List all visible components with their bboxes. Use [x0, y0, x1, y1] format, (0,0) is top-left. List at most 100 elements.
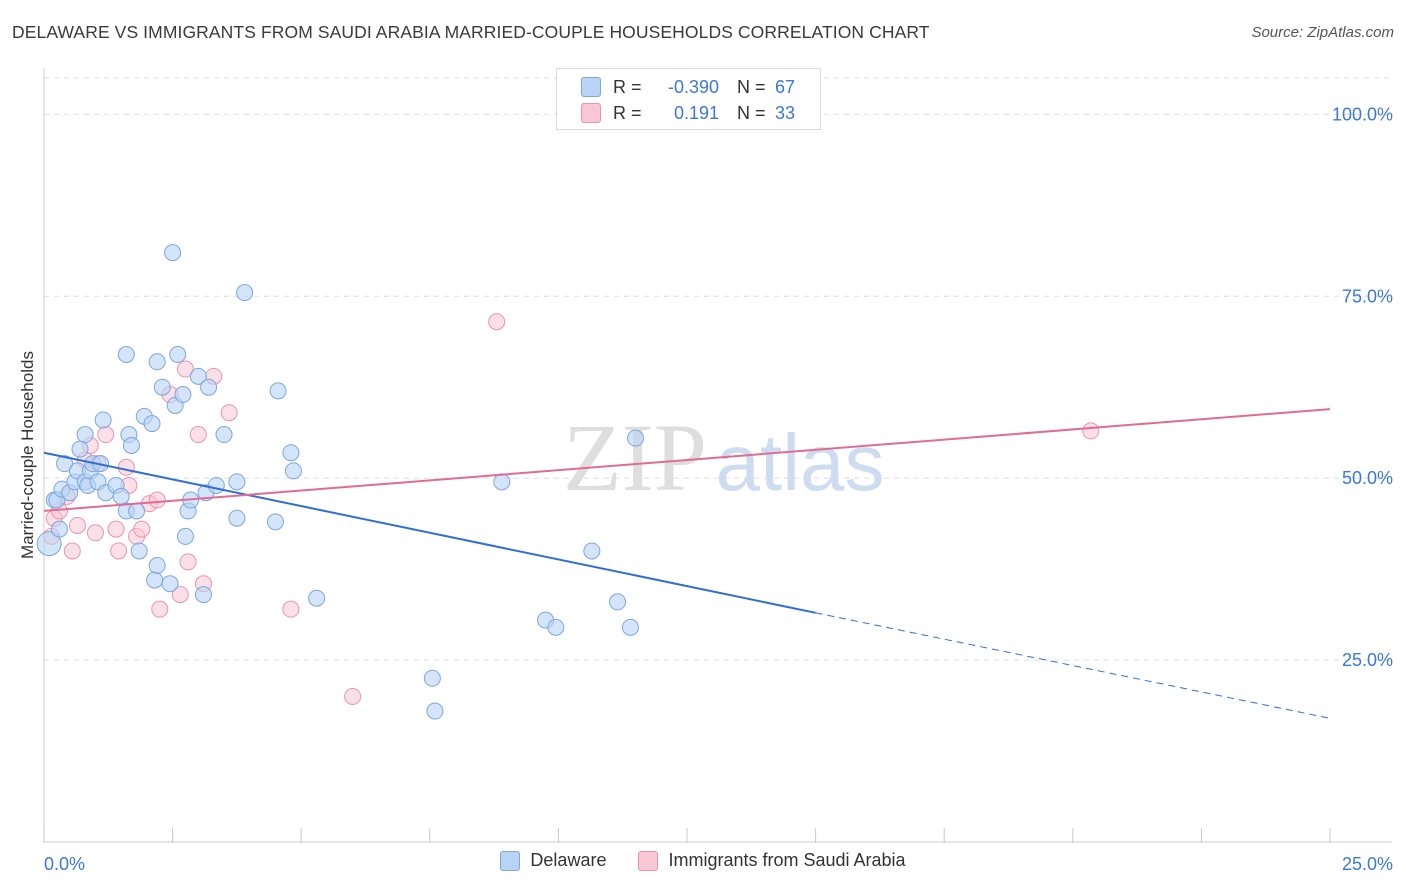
delaware-swatch	[581, 77, 601, 97]
series-legend: Delaware Immigrants from Saudi Arabia	[0, 850, 1406, 871]
y-tick-label: 75.0%	[1342, 286, 1393, 306]
saudi-point	[171, 586, 189, 604]
delaware-point	[56, 455, 74, 473]
delaware-point	[228, 473, 246, 491]
delaware-point	[627, 429, 645, 447]
delaware-point	[426, 702, 444, 720]
delaware-point	[122, 436, 140, 454]
n-label: N =	[737, 102, 766, 123]
delaware-point	[130, 542, 148, 560]
y-tick-label: 25.0%	[1342, 650, 1393, 670]
delaware-point	[50, 520, 68, 538]
y-tick-label: 50.0%	[1342, 468, 1393, 488]
delaware-point	[266, 513, 284, 531]
saudi-point	[282, 600, 300, 618]
legend-label-saudi: Immigrants from Saudi Arabia	[668, 850, 906, 870]
delaware-point	[215, 426, 233, 444]
y-tick-label: 100.0%	[1332, 104, 1393, 124]
delaware-point	[609, 593, 627, 611]
delaware-point	[423, 669, 441, 687]
saudi-point	[110, 542, 128, 560]
delaware-point	[146, 571, 164, 589]
saudi-point	[176, 360, 194, 378]
legend-item-delaware[interactable]: Delaware	[500, 850, 606, 871]
delaware-point	[94, 411, 112, 429]
saudi-point	[63, 542, 81, 560]
legend-label-delaware: Delaware	[530, 850, 607, 870]
chart-title: DELAWARE VS IMMIGRANTS FROM SAUDI ARABIA…	[12, 22, 930, 42]
delaware-point	[161, 575, 179, 593]
saudi-legend-swatch	[638, 850, 659, 871]
delaware-point	[176, 527, 194, 545]
x-tick-label: 0.0%	[44, 854, 85, 874]
delaware-trend-line	[43, 451, 816, 614]
legend-item-saudi[interactable]: Immigrants from Saudi Arabia	[638, 850, 906, 871]
saudi-point	[179, 553, 197, 571]
tick-labels: 25.0% 50.0% 75.0% 100.0% 0.0% 25.0%	[44, 104, 1393, 874]
saudi-point	[148, 491, 166, 509]
saudi-point	[344, 687, 362, 705]
x-tick-label: 25.0%	[1342, 854, 1393, 874]
watermark-zip: ZIP	[563, 404, 707, 511]
saudi-point	[220, 404, 238, 422]
saudi-point	[151, 600, 169, 618]
delaware-point	[112, 487, 130, 505]
y-axis-title: Married-couple Households	[18, 351, 37, 559]
delaware-point	[169, 345, 187, 363]
series-delaware-points	[36, 244, 645, 720]
watermark-atlas: atlas	[716, 418, 885, 507]
delaware-point	[308, 589, 326, 607]
delaware-point	[189, 367, 207, 385]
delaware-point	[284, 462, 302, 480]
delaware-point	[621, 618, 639, 636]
stat-row-saudi: R = 0.191 N = 33	[581, 101, 795, 125]
n-value: 33	[775, 102, 796, 123]
grid-lines	[44, 77, 1392, 661]
n-value: 67	[775, 76, 796, 97]
delaware-point	[547, 618, 565, 636]
delaware-legend-swatch	[500, 850, 521, 871]
saudi-point	[68, 516, 86, 534]
stat-row-delaware: R = -0.390 N = 67	[581, 75, 795, 99]
saudi-swatch	[581, 103, 601, 123]
delaware-point	[164, 244, 182, 262]
correlation-legend: R = -0.390 N = 67 R = 0.191 N = 33	[556, 68, 821, 130]
delaware-point	[117, 345, 135, 363]
delaware-point	[148, 557, 166, 575]
saudi-point	[107, 520, 125, 538]
delaware-point	[174, 386, 192, 404]
trend-lines	[43, 408, 1331, 719]
saudi-point	[117, 458, 135, 476]
saudi-point	[97, 426, 115, 444]
axes	[43, 68, 1392, 843]
delaware-point	[153, 378, 171, 396]
saudi-trend-line	[43, 408, 1331, 512]
delaware-point	[207, 476, 225, 494]
saudi-point	[1082, 422, 1100, 440]
delaware-point	[148, 353, 166, 371]
saudi-point	[133, 520, 151, 538]
r-label: R =	[613, 76, 642, 97]
delaware-point	[200, 378, 218, 396]
delaware-point	[236, 284, 254, 302]
r-value: 0.191	[673, 102, 719, 123]
delaware-point	[282, 444, 300, 462]
delaware-point	[71, 440, 89, 458]
r-label: R =	[613, 102, 642, 123]
delaware-point	[143, 415, 161, 433]
n-label: N =	[737, 76, 766, 97]
delaware-point	[194, 586, 212, 604]
delaware-point	[128, 502, 146, 520]
saudi-point	[86, 524, 104, 542]
saudi-point	[488, 313, 506, 331]
r-value: -0.390	[667, 76, 719, 97]
delaware-point	[269, 382, 287, 400]
delaware-point	[493, 473, 511, 491]
delaware-point	[76, 426, 94, 444]
delaware-point	[36, 531, 62, 557]
delaware-point	[228, 509, 246, 527]
delaware-point	[583, 542, 601, 560]
source-label: Source: ZipAtlas.com	[1251, 24, 1394, 41]
delaware-trend-extension	[815, 612, 1331, 719]
